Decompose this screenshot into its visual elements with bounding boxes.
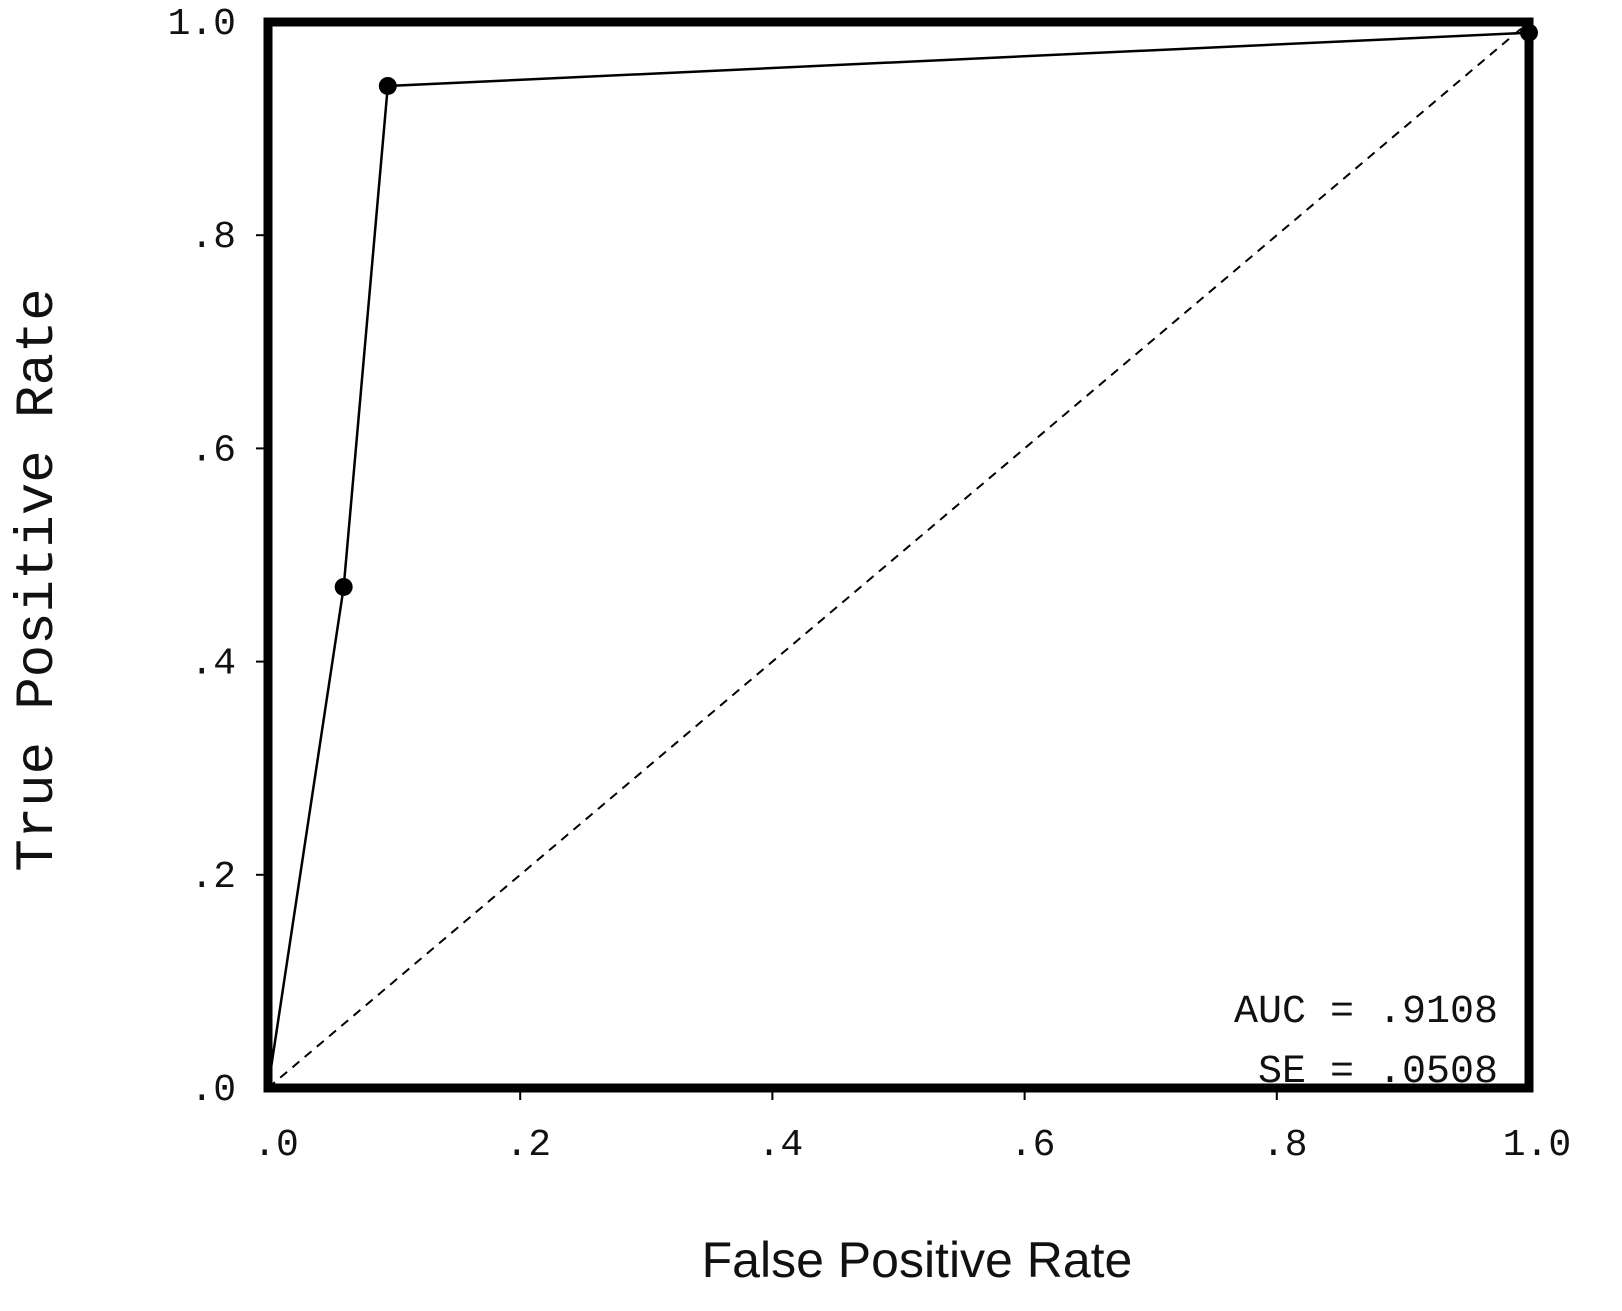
- y-axis-title: True Positive Rate: [8, 288, 69, 871]
- auc-annotation: AUC = .9108: [1234, 990, 1498, 1035]
- y-tick-label-5: 1.0: [168, 3, 236, 46]
- x-tick-label-2: .4: [758, 1124, 804, 1167]
- x-tick-label-4: .8: [1262, 1124, 1308, 1167]
- tick-labels: .0 .2 .4 .6 .8 1.0 .0 .2 .4 .6 .8 1.0: [168, 3, 1572, 1167]
- y-tick-label-1: .2: [190, 856, 236, 899]
- axis-ticks: [256, 234, 1278, 1100]
- x-axis-title: False Positive Rate: [702, 1232, 1133, 1288]
- x-tick-label-3: .6: [1010, 1124, 1056, 1167]
- roc-point-1: [334, 577, 353, 596]
- y-tick-label-2: .4: [190, 643, 236, 686]
- x-tick-label-0: .0: [253, 1124, 299, 1167]
- roc-curve-line: [266, 31, 1530, 1089]
- reference-diagonal-line: [267, 21, 1530, 1089]
- se-annotation: SE = .0508: [1258, 1050, 1498, 1095]
- x-tick-label-5: 1.0: [1503, 1124, 1571, 1167]
- roc-point-2: [378, 76, 397, 95]
- chart-marks: [266, 21, 1538, 1089]
- y-tick-label-0: .0: [190, 1069, 236, 1112]
- x-tick-label-1: .2: [505, 1124, 551, 1167]
- plot-frame: [263, 17, 1534, 1093]
- y-tick-label-3: .6: [190, 429, 236, 472]
- y-tick-label-4: .8: [190, 216, 236, 259]
